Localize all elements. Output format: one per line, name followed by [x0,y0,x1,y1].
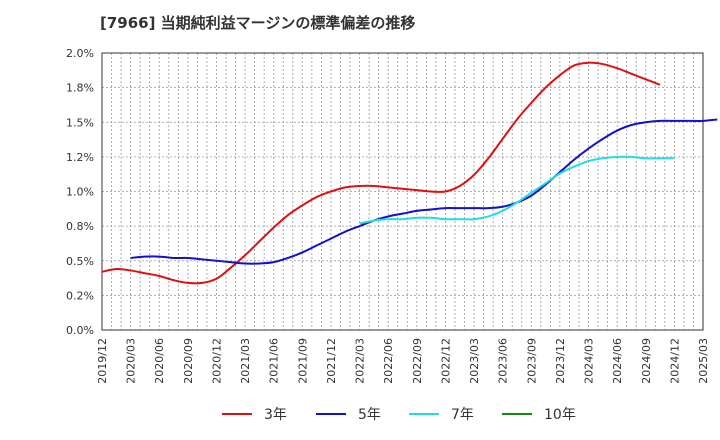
x-tick-label: 2021/06 [268,338,281,384]
x-tick-label: 2021/12 [325,338,338,384]
x-tick-label: 2020/03 [125,338,138,384]
y-tick-label: 0.0% [66,324,94,337]
x-tick-label: 2024/12 [668,338,681,384]
y-tick-label: 0.8% [66,220,94,233]
x-tick-label: 2020/12 [210,338,223,384]
legend-label: 5年 [358,407,381,423]
x-tick-label: 2020/09 [182,338,195,384]
series-line-3 [359,155,675,225]
y-tick-label: 1.2% [66,151,94,164]
legend-label: 10年 [544,407,576,423]
x-tick-label: 2023/06 [497,338,510,384]
y-tick-label: 0.2% [66,289,94,302]
y-tick-label: 0.5% [66,255,94,268]
x-tick-label: 2021/03 [239,338,252,384]
x-tick-label: 2022/09 [411,338,424,384]
y-tick-label: 1.8% [66,82,94,95]
legend-label: 3年 [264,407,287,423]
y-tick-label: 1.0% [66,186,94,199]
x-tick-label: 2022/03 [354,338,367,384]
y-tick-label: 1.5% [66,116,94,129]
series-line-2 [130,118,718,265]
x-tick-label: 2023/03 [468,338,481,384]
x-tick-label: 2022/06 [382,338,395,384]
chart-title: [7966] 当期純利益マージンの標準偏差の推移 [100,14,416,32]
x-tick-label: 2024/09 [640,338,653,384]
x-tick-label: 2024/03 [583,338,596,384]
x-tick-label: 2025/03 [697,338,710,384]
x-tick-label: 2023/09 [525,338,538,384]
x-tick-label: 2019/12 [96,338,109,384]
y-tick-label: 2.0% [66,47,94,60]
plot-border [101,52,704,331]
x-tick-label: 2024/06 [611,338,624,384]
series-line-1 [101,61,661,285]
x-tick-label: 2023/12 [554,338,567,384]
legend-label: 7年 [451,407,474,423]
x-tick-label: 2021/09 [296,338,309,384]
x-tick-label: 2020/06 [153,338,166,384]
x-tick-label: 2022/12 [439,338,452,384]
